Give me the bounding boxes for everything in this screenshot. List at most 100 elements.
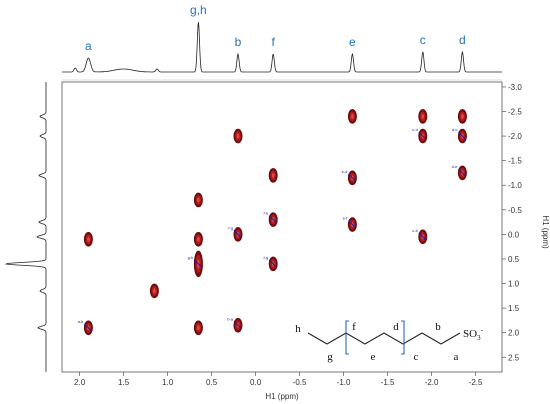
bracket-left [345, 320, 349, 355]
cross-peak-tag: e-d [342, 169, 348, 174]
end-group-label: SO3- [463, 326, 484, 342]
cross-peak: d-c [452, 127, 467, 144]
x-tick-label: 0.0 [250, 378, 262, 387]
y-tick-label: -0.5 [508, 206, 522, 215]
y-tick-label: 1.0 [508, 280, 520, 289]
x-tick-label: -2.0 [425, 378, 439, 387]
cross-peak-tag: d-e [452, 164, 459, 169]
y-axis-title: H1 (ppm) [541, 215, 550, 249]
x-axis-title: H1 (ppm) [265, 392, 299, 401]
assignment-arrow [268, 215, 277, 223]
assignment-arrow [418, 232, 427, 241]
cross-peak: f-e [264, 211, 278, 227]
cross-peak: c-b [412, 228, 428, 245]
left-spectrum-trace [4, 82, 47, 372]
cross-peak: c-d [412, 127, 428, 144]
peak-label-gh: g,h [190, 3, 207, 17]
peak-label-c: c [420, 33, 426, 47]
chain-label-d: d [393, 321, 399, 333]
top-spectrum-trace [62, 22, 502, 73]
peak-label-e: e [349, 35, 356, 49]
cross-peak-tag: a-b [78, 319, 85, 324]
cross-peak-inner-contour [197, 236, 200, 242]
x-tick-label: -1.0 [337, 378, 351, 387]
top-spectrum: a g,h b f e c d [62, 3, 502, 81]
cross-peak [193, 320, 203, 336]
y-tick-label: 0.5 [508, 255, 520, 264]
y-tick-label: 0.0 [508, 230, 520, 239]
x-tick-label: 1.0 [162, 378, 174, 387]
x-tick-label: 1.5 [118, 378, 130, 387]
cross-peak: g-h [188, 250, 203, 278]
x-tick-label: 0.5 [206, 378, 218, 387]
y-tick-label: -2.0 [508, 132, 522, 141]
assignment-arrow [194, 259, 202, 268]
cross-peak-tag: f-g [228, 225, 233, 230]
assignment-arrow [233, 320, 242, 329]
y-tick-label: -1.5 [508, 157, 522, 166]
y-tick-label: -1.0 [508, 181, 522, 190]
bracket-right [401, 320, 405, 355]
assignment-arrow [418, 131, 427, 140]
end-group-subscript: 3 [477, 334, 481, 342]
assignment-arrow [458, 168, 466, 177]
assignment-arrow [268, 259, 277, 268]
cross-peak [457, 109, 467, 124]
cross-peaks: a-b g-h f-g b-a f-e f-g e-d e-f c-d c-b d-c d-e [78, 109, 467, 336]
end-group-superscript: - [481, 326, 484, 334]
peak-label-d: d [459, 33, 466, 47]
cross-peak [418, 109, 428, 124]
left-spectrum [4, 82, 47, 372]
chain-label-f: f [352, 321, 356, 333]
cross-peak [193, 231, 203, 247]
assignment-arrow [233, 230, 242, 238]
cross-peak-tag: e-f [343, 216, 349, 221]
chain-label-b: b [435, 321, 441, 333]
chain-structure: h f d b g e c a SO3- [295, 320, 484, 363]
cross-peak [83, 231, 93, 247]
cross-peak [149, 283, 159, 299]
end-group-text: SO [463, 328, 477, 340]
cross-peak [193, 192, 203, 208]
cross-peak: f-g [228, 225, 243, 242]
chain-labels: h f d b g e c a [295, 321, 458, 363]
assignment-arrow [348, 173, 356, 182]
cross-peak-inner-contour [351, 113, 354, 119]
y-tick-label: 1.5 [508, 304, 520, 313]
cross-peak-inner-contour [197, 325, 200, 331]
plot-frame [61, 81, 503, 373]
chain-label-e: e [371, 351, 376, 363]
cross-peak-tag: c-d [412, 127, 418, 132]
cross-peak-tag: d-c [452, 127, 458, 132]
cross-peak: b-a [227, 316, 243, 333]
peak-label-f: f [272, 35, 276, 49]
chain-label-g: g [327, 351, 333, 363]
peak-label-b: b [235, 35, 242, 49]
cross-peak [268, 168, 278, 183]
cross-peak-inner-contour [236, 133, 240, 139]
x-tick-label: -2.5 [469, 378, 483, 387]
x-tick-label: 2.0 [74, 378, 86, 387]
peak-label-a: a [85, 39, 92, 53]
cross-peak-inner-contour [271, 172, 275, 178]
chain-label-a: a [454, 351, 459, 363]
cross-peak-tag: f-g [264, 255, 269, 260]
chain-label-h: h [295, 323, 301, 335]
chain-label-c: c [414, 351, 419, 363]
cross-peak-inner-contour [87, 236, 90, 242]
cross-peak: d-e [452, 164, 467, 181]
cross-peak-tag: b-a [227, 316, 234, 321]
cross-peak [233, 128, 243, 144]
y-tick-label: -2.5 [508, 107, 522, 116]
peak-labels: a g,h b f e c d [85, 3, 466, 53]
y-tick-label: 2.0 [508, 329, 520, 338]
x-axis: 2.0 1.5 1.0 0.5 0.0 -0.5 -1.0 -1.5 -2.0 -2.5 [74, 372, 483, 387]
cross-peak-inner-contour [461, 113, 464, 119]
cross-peak-tag: g-h [188, 255, 194, 260]
y-tick-label: 2.5 [508, 353, 520, 362]
cross-peak: f-g [264, 255, 278, 272]
chain-bonds [307, 332, 461, 345]
cross-peak: e-d [342, 169, 357, 186]
y-tick-label: -3.0 [508, 83, 522, 92]
